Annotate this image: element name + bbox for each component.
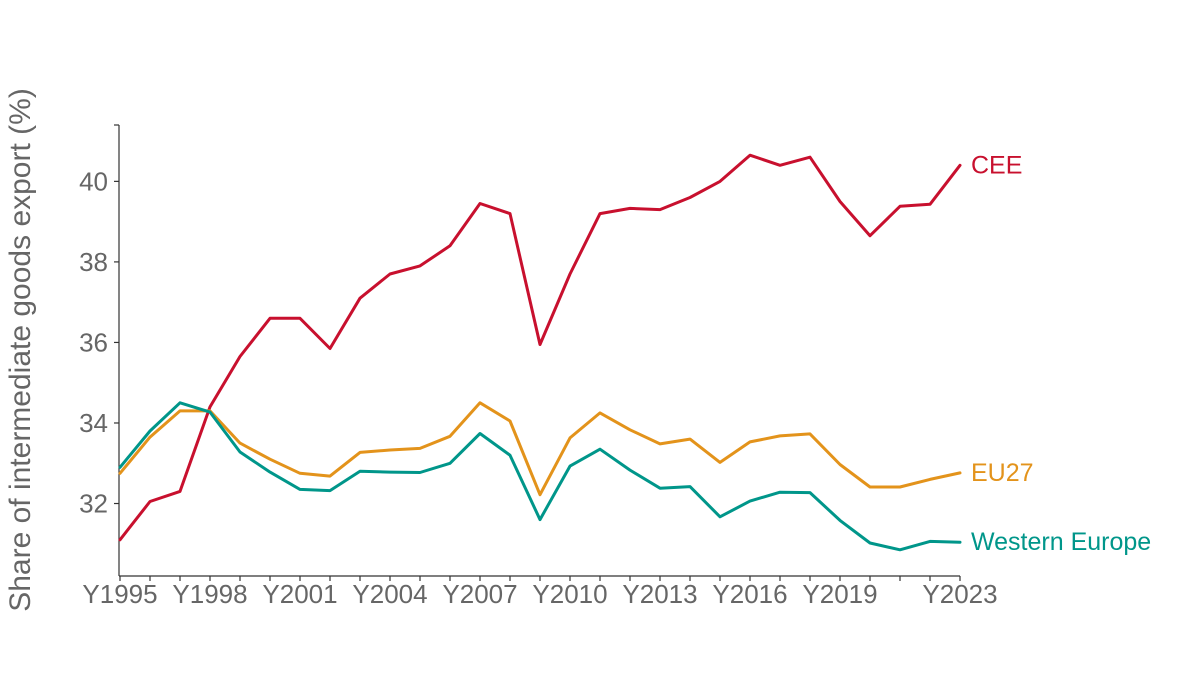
x-tick-label: Y2013: [622, 579, 697, 609]
series-line-eu27: [118, 401, 962, 497]
series-labels: CEE EU27 Western Europe: [971, 151, 1151, 556]
x-tick-label: Y2023: [922, 579, 997, 609]
x-tick-label: Y2001: [262, 579, 337, 609]
x-ticks: Y1995 Y1998 Y2001 Y2004 Y2007 Y2010 Y2013 Y2016…: [82, 576, 998, 609]
y-tick-label: 36: [79, 327, 108, 357]
y-tick-label: 40: [79, 166, 108, 196]
series-lines: [118, 153, 962, 552]
y-tick-label: 32: [79, 489, 108, 519]
series-line-western-europe: [118, 401, 962, 552]
y-ticks: 32 34 36 38 40: [79, 124, 119, 519]
x-tick-label: Y2016: [712, 579, 787, 609]
x-tick-label: Y2007: [442, 579, 517, 609]
x-tick-label: Y2010: [532, 579, 607, 609]
series-label-cee: CEE: [971, 151, 1022, 179]
x-tick-label: Y1998: [172, 579, 247, 609]
series-line-cee: [118, 153, 962, 542]
x-tick-label: Y1995: [82, 579, 157, 609]
series-label-western-europe: Western Europe: [971, 528, 1151, 556]
y-tick-label: 34: [79, 408, 108, 438]
x-tick-label: Y2004: [352, 579, 427, 609]
x-tick-label: Y2019: [802, 579, 877, 609]
series-label-eu27: EU27: [971, 459, 1034, 487]
y-axis-title: Share of intermediate goods export (%): [4, 88, 37, 612]
y-tick-label: 38: [79, 247, 108, 277]
